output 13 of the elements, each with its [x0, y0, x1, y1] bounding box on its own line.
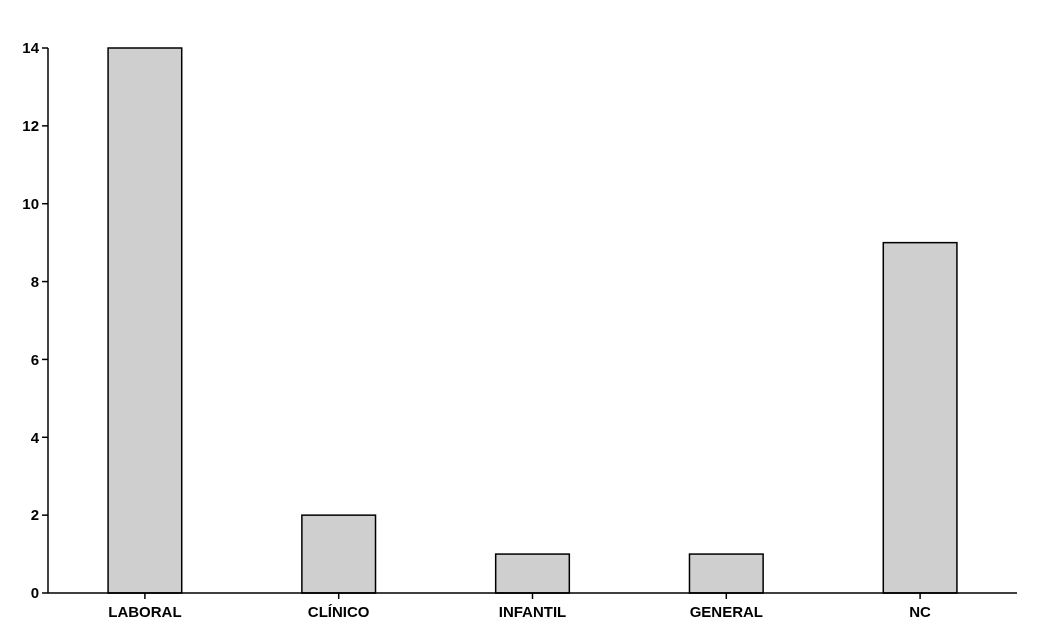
y-tick-label: 10	[22, 194, 39, 212]
x-tick-label: CLÍNICO	[307, 603, 370, 620]
x-tick-label: LABORAL	[108, 603, 182, 620]
y-tick-label: 0	[30, 584, 39, 602]
y-tick-label: 8	[30, 272, 39, 290]
y-tick-label: 2	[30, 506, 39, 524]
y-tick-label: 4	[30, 428, 40, 446]
y-tick-label: 6	[30, 350, 39, 368]
y-tick-label: 12	[22, 117, 39, 135]
x-tick-label: NC	[909, 603, 932, 620]
x-tick-label: INFANTIL	[498, 603, 567, 620]
x-tick-label: GENERAL	[689, 603, 763, 620]
y-tick-label: 14	[22, 39, 40, 57]
